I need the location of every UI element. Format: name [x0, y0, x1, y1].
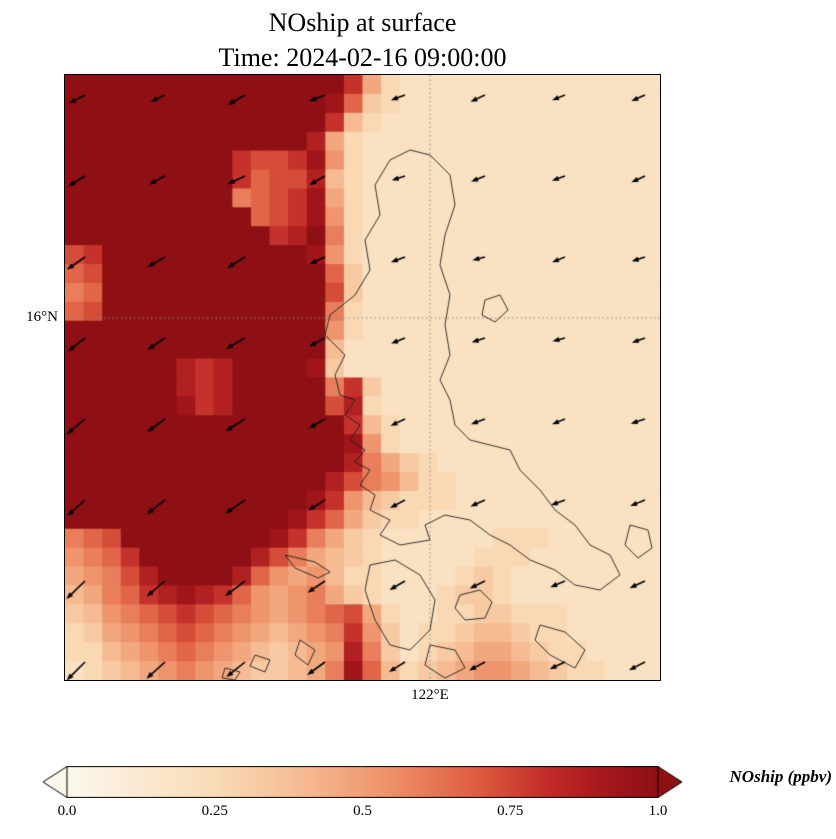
- colorbar-canvas: [40, 766, 685, 798]
- figure-subtitle: Time: 2024-02-16 09:00:00: [218, 43, 507, 72]
- colorbar-label: NOship (ppbv): [729, 767, 832, 786]
- colorbar-tick-label: 1.0: [648, 803, 668, 819]
- map-plot: [64, 74, 661, 681]
- colorbar-tick-label: 0.25: [201, 803, 228, 819]
- figure-title: NOship at surface: [268, 8, 457, 37]
- colorbar-tick-label: 0.75: [497, 803, 524, 819]
- colorbar-tick-label: 0.0: [57, 803, 77, 819]
- x-tick-label: 122°E: [411, 687, 449, 703]
- colorbar: [40, 766, 685, 798]
- y-tick-label: 16°N: [26, 309, 58, 325]
- figure-title-block: NOship at surface Time: 2024-02-16 09:00…: [65, 5, 660, 75]
- colorbar-ticks: 0.0 0.25 0.5 0.75 1.0: [40, 803, 685, 825]
- map-canvas: [65, 75, 660, 680]
- colorbar-tick-label: 0.5: [353, 803, 372, 819]
